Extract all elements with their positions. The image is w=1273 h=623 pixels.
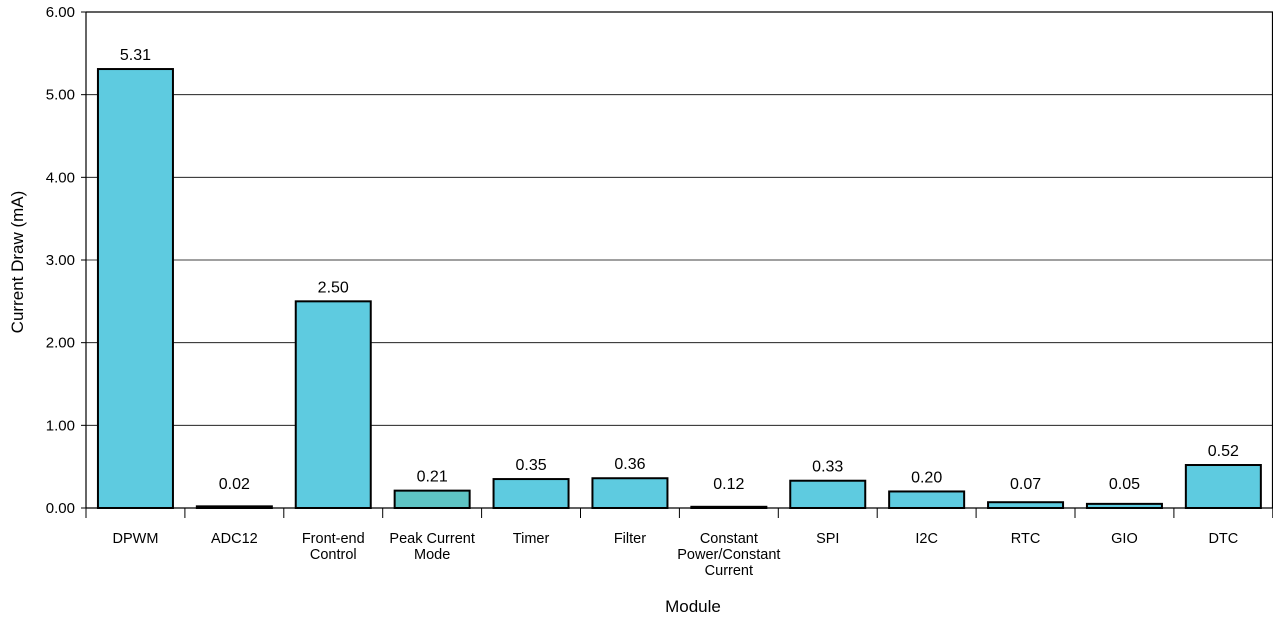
bar bbox=[690, 505, 768, 509]
bar bbox=[96, 68, 174, 509]
x-tick-label: Mode bbox=[414, 547, 450, 563]
x-tick-label: Constant bbox=[700, 531, 758, 547]
x-tick-label: Peak Current bbox=[389, 531, 474, 547]
data-label: 0.07 bbox=[1010, 476, 1041, 493]
bar bbox=[195, 505, 273, 510]
y-tick-label: 4.00 bbox=[46, 169, 75, 186]
x-axis-title: Module bbox=[665, 597, 721, 616]
x-tick-label: Control bbox=[310, 547, 357, 563]
y-tick-label: 2.00 bbox=[46, 335, 75, 352]
data-label: 2.50 bbox=[318, 279, 349, 296]
data-label: 0.35 bbox=[515, 457, 546, 474]
gridlines bbox=[86, 94, 1273, 426]
data-label: 0.36 bbox=[614, 456, 645, 473]
y-tick-label: 5.00 bbox=[46, 87, 75, 104]
bar bbox=[1085, 502, 1163, 510]
bar bbox=[987, 501, 1065, 510]
x-tick-label: DPWM bbox=[112, 531, 158, 547]
x-tick-label: Power/Constant bbox=[677, 547, 780, 563]
bar bbox=[591, 477, 669, 509]
bar bbox=[492, 478, 570, 510]
bars bbox=[96, 68, 1262, 510]
data-label: 0.20 bbox=[911, 469, 942, 486]
x-tick-label: DTC bbox=[1208, 531, 1238, 547]
axes bbox=[81, 11, 1273, 518]
labels: 0.00 1.00 2.00 3.00 4.00 5.00 6.00 5.31 DPWM 0.02… bbox=[46, 4, 1239, 579]
bar bbox=[1184, 464, 1262, 510]
data-label: 0.05 bbox=[1109, 476, 1140, 493]
x-tick-label: GIO bbox=[1111, 531, 1138, 547]
y-tick-label: 0.00 bbox=[46, 500, 75, 517]
data-label: 0.52 bbox=[1208, 443, 1239, 460]
x-tick-label: Filter bbox=[614, 531, 646, 547]
x-tick-label: ADC12 bbox=[211, 531, 258, 547]
bar bbox=[393, 489, 471, 510]
bar bbox=[888, 490, 966, 510]
x-tick-label: I2C bbox=[915, 531, 938, 547]
x-tick-label: SPI bbox=[816, 531, 839, 547]
y-tick-label: 1.00 bbox=[46, 417, 75, 434]
y-tick-label: 3.00 bbox=[46, 252, 75, 269]
data-label: 5.31 bbox=[120, 47, 151, 64]
x-tick-label: RTC bbox=[1011, 531, 1041, 547]
data-label: 0.12 bbox=[713, 476, 744, 493]
data-label: 0.02 bbox=[219, 476, 250, 493]
x-tick-label: Current bbox=[705, 563, 753, 579]
x-tick-label: Front-end bbox=[302, 531, 365, 547]
y-axis-title: Current Draw (mA) bbox=[8, 191, 27, 334]
bar bbox=[294, 300, 372, 510]
data-label: 0.33 bbox=[812, 459, 843, 476]
x-tick-label: Timer bbox=[513, 531, 550, 547]
bar bbox=[789, 479, 867, 510]
data-label: 0.21 bbox=[417, 469, 448, 486]
y-tick-label: 6.00 bbox=[46, 4, 75, 21]
